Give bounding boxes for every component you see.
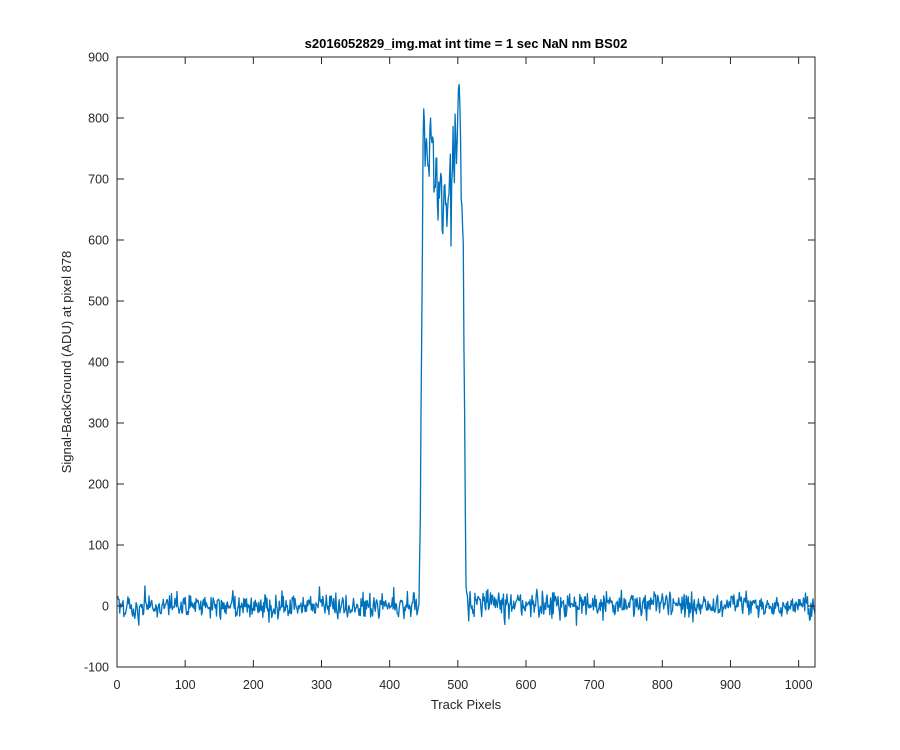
x-tick-label: 600 bbox=[516, 678, 537, 692]
x-tick-label: 100 bbox=[175, 678, 196, 692]
x-tick-label: 1000 bbox=[785, 678, 813, 692]
y-tick-label: 600 bbox=[88, 234, 109, 248]
x-tick-label: 0 bbox=[114, 678, 121, 692]
y-tick-label: 800 bbox=[88, 112, 109, 126]
x-tick-label: 200 bbox=[243, 678, 264, 692]
x-tick-label: 500 bbox=[447, 678, 468, 692]
x-tick-label: 400 bbox=[379, 678, 400, 692]
y-tick-label: -100 bbox=[84, 661, 109, 675]
x-axis-label: Track Pixels bbox=[431, 697, 502, 712]
x-tick-label: 800 bbox=[652, 678, 673, 692]
y-tick-label: 0 bbox=[102, 600, 109, 614]
y-tick-label: 300 bbox=[88, 417, 109, 431]
y-axis-label: Signal-BackGround (ADU) at pixel 878 bbox=[59, 251, 74, 474]
chart-title: s2016052829_img.mat int time = 1 sec NaN… bbox=[305, 36, 628, 51]
x-tick-label: 700 bbox=[584, 678, 605, 692]
series-line bbox=[117, 83, 816, 626]
y-tick-label: 100 bbox=[88, 539, 109, 553]
y-tick-label: 200 bbox=[88, 478, 109, 492]
y-tick-label: 500 bbox=[88, 295, 109, 309]
data-layer bbox=[117, 83, 816, 626]
y-axis: -100 0 100 200 300 400 500 600 700 800 900 bbox=[84, 51, 815, 675]
x-axis: 0 100 200 300 400 500 600 700 800 900 1000 bbox=[114, 57, 813, 692]
y-tick-label: 900 bbox=[88, 51, 109, 65]
x-tick-label: 900 bbox=[720, 678, 741, 692]
y-tick-label: 400 bbox=[88, 356, 109, 370]
x-tick-label: 300 bbox=[311, 678, 332, 692]
y-tick-label: 700 bbox=[88, 173, 109, 187]
